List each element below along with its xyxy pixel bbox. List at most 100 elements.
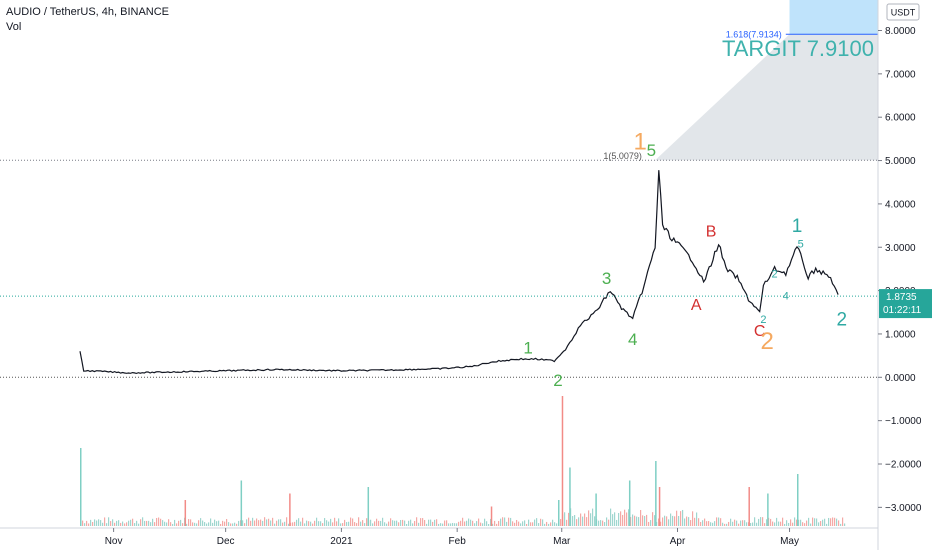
volume-bar — [806, 520, 808, 526]
volume-bar — [788, 522, 790, 526]
volume-bar — [720, 518, 722, 526]
volume-bar — [170, 522, 172, 526]
volume-bar — [816, 518, 818, 526]
volume-bar — [630, 516, 632, 526]
volume-bar — [540, 518, 542, 526]
volume-bar — [818, 522, 820, 526]
volume-bar — [494, 520, 496, 526]
volume-bar — [344, 519, 346, 526]
volume-bar — [96, 520, 98, 526]
volume-bar — [522, 521, 524, 526]
volume-bar — [754, 517, 756, 526]
volume-bar — [202, 520, 204, 526]
volume-bar — [386, 523, 388, 526]
wave-label: A — [691, 297, 702, 314]
volume-bar — [786, 520, 788, 526]
volume-bar — [632, 514, 634, 526]
wave-label: 2 — [837, 309, 848, 330]
volume-bar — [282, 522, 284, 526]
volume-bar — [836, 518, 838, 526]
volume-bar — [90, 519, 92, 526]
volume-bar — [640, 510, 642, 526]
volume-bar — [182, 523, 184, 526]
volume-bar — [622, 514, 624, 526]
y-tick-label: 3.0000 — [885, 243, 916, 254]
volume-bar — [450, 523, 452, 526]
price-series — [0, 170, 878, 375]
x-tick-label: Nov — [105, 536, 123, 547]
volume-bar — [782, 517, 784, 526]
volume-bar — [774, 522, 776, 526]
volume-bar — [286, 517, 288, 526]
volume-spike — [367, 487, 370, 526]
volume-bar — [338, 518, 340, 526]
volume-bar — [504, 517, 506, 526]
price-tag-countdown: 01:22:11 — [883, 305, 922, 316]
volume-bar — [678, 515, 680, 526]
volume-bar — [326, 520, 328, 526]
volume-bar — [514, 522, 516, 526]
volume-bar — [310, 521, 312, 526]
volume-bar — [608, 519, 610, 526]
volume-bar — [566, 519, 568, 526]
volume-bar — [650, 520, 652, 526]
volume-bar — [318, 521, 320, 526]
volume-bar — [354, 522, 356, 526]
volume-bar — [314, 520, 316, 526]
volume-bar — [658, 518, 660, 526]
x-tick-label: Apr — [670, 536, 686, 547]
volume-bar — [432, 521, 434, 526]
volume-bar — [776, 517, 778, 526]
volume-bar — [764, 523, 766, 526]
wave-label: 2 — [760, 314, 766, 326]
volume-bar — [164, 521, 166, 526]
volume-bar — [454, 523, 456, 526]
volume-bar — [304, 523, 306, 526]
volume-bar — [82, 520, 84, 526]
volume-bar — [208, 522, 210, 526]
volume-bar — [574, 515, 576, 526]
wave-label: 1 — [792, 216, 803, 237]
volume-bar — [638, 517, 640, 526]
volume-bar — [560, 519, 562, 526]
volume-bar — [464, 521, 466, 526]
volume-bar — [380, 520, 382, 526]
volume-bar — [800, 519, 802, 526]
volume-bar — [370, 519, 372, 526]
volume-bar — [696, 512, 698, 526]
volume-bar — [536, 518, 538, 526]
volume-bar — [234, 522, 236, 526]
volume-bar — [810, 523, 812, 526]
symbol-title[interactable]: AUDIO / TetherUS, 4h, BINANCE — [6, 6, 170, 18]
volume-bar — [762, 517, 764, 526]
volume-bar — [700, 521, 702, 526]
volume-bar — [300, 521, 302, 526]
x-tick-label: Dec — [217, 536, 235, 547]
volume-bar — [668, 519, 670, 526]
volume-bar — [634, 515, 636, 526]
volume-bar — [150, 522, 152, 526]
volume-bar — [84, 523, 86, 526]
volume-bar — [176, 523, 178, 526]
volume-bar — [468, 518, 470, 526]
volume-bar — [490, 518, 492, 526]
volume-bar — [180, 519, 182, 526]
volume-bar — [194, 522, 196, 526]
volume-bar — [730, 518, 732, 526]
volume-bar — [372, 523, 374, 526]
volume-bar — [98, 519, 100, 526]
volume-bar — [708, 521, 710, 526]
volume-bar — [482, 523, 484, 526]
volume-bar — [518, 521, 520, 526]
volume-bar — [148, 520, 150, 526]
volume-bar — [538, 523, 540, 526]
volume-bar — [576, 519, 578, 526]
volume-bar — [500, 518, 502, 526]
wave-label: 5 — [647, 141, 656, 160]
volume-bars — [80, 396, 846, 526]
volume-bar — [360, 521, 362, 526]
volume-bar — [142, 517, 144, 526]
